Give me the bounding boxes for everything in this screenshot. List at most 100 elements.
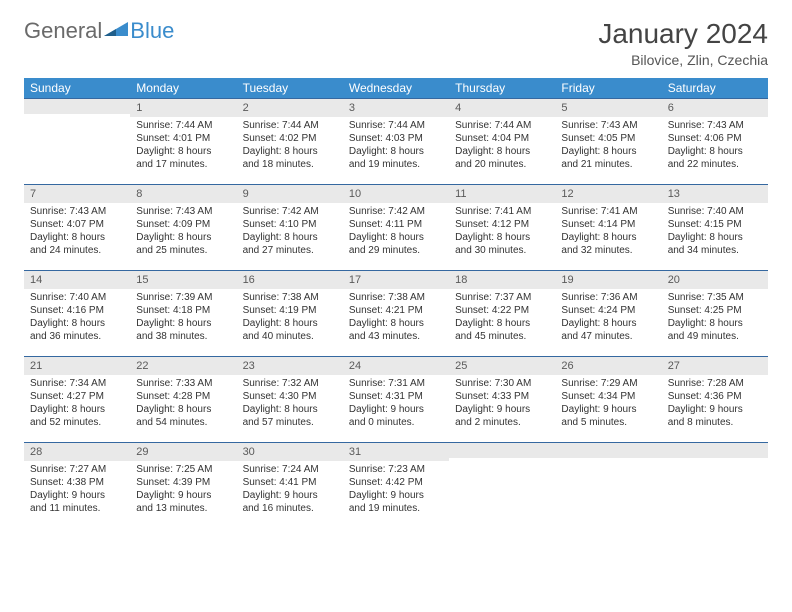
sunset-text: Sunset: 4:03 PM <box>349 132 443 145</box>
daylight-text: Daylight: 8 hours and 22 minutes. <box>668 145 762 171</box>
calendar-day-cell: 23Sunrise: 7:32 AMSunset: 4:30 PMDayligh… <box>237 356 343 442</box>
calendar-day-cell: 25Sunrise: 7:30 AMSunset: 4:33 PMDayligh… <box>449 356 555 442</box>
sunset-text: Sunset: 4:09 PM <box>136 218 230 231</box>
day-details: Sunrise: 7:43 AMSunset: 4:07 PMDaylight:… <box>24 203 130 263</box>
calendar-day-cell: 27Sunrise: 7:28 AMSunset: 4:36 PMDayligh… <box>662 356 768 442</box>
day-number <box>24 98 130 114</box>
daylight-text: Daylight: 8 hours and 38 minutes. <box>136 317 230 343</box>
calendar-day-cell: 7Sunrise: 7:43 AMSunset: 4:07 PMDaylight… <box>24 184 130 270</box>
calendar-day-cell <box>24 98 130 184</box>
calendar-day-cell <box>449 442 555 528</box>
sunrise-text: Sunrise: 7:44 AM <box>136 119 230 132</box>
sunrise-text: Sunrise: 7:38 AM <box>349 291 443 304</box>
day-details: Sunrise: 7:30 AMSunset: 4:33 PMDaylight:… <box>449 375 555 435</box>
calendar-day-cell: 19Sunrise: 7:36 AMSunset: 4:24 PMDayligh… <box>555 270 661 356</box>
logo-triangle-icon <box>104 18 130 44</box>
daylight-text: Daylight: 8 hours and 25 minutes. <box>136 231 230 257</box>
day-details: Sunrise: 7:43 AMSunset: 4:05 PMDaylight:… <box>555 117 661 177</box>
sunrise-text: Sunrise: 7:31 AM <box>349 377 443 390</box>
calendar-week-row: 14Sunrise: 7:40 AMSunset: 4:16 PMDayligh… <box>24 270 768 356</box>
sunset-text: Sunset: 4:16 PM <box>30 304 124 317</box>
daylight-text: Daylight: 8 hours and 34 minutes. <box>668 231 762 257</box>
day-details: Sunrise: 7:43 AMSunset: 4:09 PMDaylight:… <box>130 203 236 263</box>
day-number: 20 <box>662 270 768 289</box>
weekday-header: Thursday <box>449 78 555 98</box>
day-number: 17 <box>343 270 449 289</box>
calendar-day-cell: 29Sunrise: 7:25 AMSunset: 4:39 PMDayligh… <box>130 442 236 528</box>
weekday-header: Sunday <box>24 78 130 98</box>
sunset-text: Sunset: 4:01 PM <box>136 132 230 145</box>
sunset-text: Sunset: 4:04 PM <box>455 132 549 145</box>
calendar-day-cell: 15Sunrise: 7:39 AMSunset: 4:18 PMDayligh… <box>130 270 236 356</box>
day-details: Sunrise: 7:36 AMSunset: 4:24 PMDaylight:… <box>555 289 661 349</box>
day-number: 28 <box>24 442 130 461</box>
daylight-text: Daylight: 8 hours and 20 minutes. <box>455 145 549 171</box>
sunset-text: Sunset: 4:02 PM <box>243 132 337 145</box>
daylight-text: Daylight: 9 hours and 5 minutes. <box>561 403 655 429</box>
day-number: 29 <box>130 442 236 461</box>
day-details: Sunrise: 7:24 AMSunset: 4:41 PMDaylight:… <box>237 461 343 521</box>
calendar-week-row: 21Sunrise: 7:34 AMSunset: 4:27 PMDayligh… <box>24 356 768 442</box>
sunrise-text: Sunrise: 7:34 AM <box>30 377 124 390</box>
day-number: 2 <box>237 98 343 117</box>
day-details: Sunrise: 7:29 AMSunset: 4:34 PMDaylight:… <box>555 375 661 435</box>
sunrise-text: Sunrise: 7:42 AM <box>349 205 443 218</box>
sunrise-text: Sunrise: 7:43 AM <box>30 205 124 218</box>
day-number: 13 <box>662 184 768 203</box>
sunset-text: Sunset: 4:42 PM <box>349 476 443 489</box>
sunrise-text: Sunrise: 7:37 AM <box>455 291 549 304</box>
calendar-day-cell: 4Sunrise: 7:44 AMSunset: 4:04 PMDaylight… <box>449 98 555 184</box>
sunrise-text: Sunrise: 7:40 AM <box>668 205 762 218</box>
daylight-text: Daylight: 9 hours and 19 minutes. <box>349 489 443 515</box>
day-details: Sunrise: 7:28 AMSunset: 4:36 PMDaylight:… <box>662 375 768 435</box>
sunrise-text: Sunrise: 7:28 AM <box>668 377 762 390</box>
day-number: 25 <box>449 356 555 375</box>
sunset-text: Sunset: 4:27 PM <box>30 390 124 403</box>
sunrise-text: Sunrise: 7:44 AM <box>243 119 337 132</box>
calendar-week-row: 28Sunrise: 7:27 AMSunset: 4:38 PMDayligh… <box>24 442 768 528</box>
day-number <box>662 442 768 458</box>
sunrise-text: Sunrise: 7:33 AM <box>136 377 230 390</box>
calendar-day-cell: 1Sunrise: 7:44 AMSunset: 4:01 PMDaylight… <box>130 98 236 184</box>
day-number <box>449 442 555 458</box>
daylight-text: Daylight: 8 hours and 54 minutes. <box>136 403 230 429</box>
calendar-day-cell: 9Sunrise: 7:42 AMSunset: 4:10 PMDaylight… <box>237 184 343 270</box>
day-details: Sunrise: 7:44 AMSunset: 4:01 PMDaylight:… <box>130 117 236 177</box>
sunset-text: Sunset: 4:11 PM <box>349 218 443 231</box>
sunset-text: Sunset: 4:28 PM <box>136 390 230 403</box>
sunset-text: Sunset: 4:15 PM <box>668 218 762 231</box>
daylight-text: Daylight: 8 hours and 32 minutes. <box>561 231 655 257</box>
day-details: Sunrise: 7:25 AMSunset: 4:39 PMDaylight:… <box>130 461 236 521</box>
day-details: Sunrise: 7:32 AMSunset: 4:30 PMDaylight:… <box>237 375 343 435</box>
sunrise-text: Sunrise: 7:38 AM <box>243 291 337 304</box>
sunset-text: Sunset: 4:34 PM <box>561 390 655 403</box>
day-number: 9 <box>237 184 343 203</box>
sunset-text: Sunset: 4:21 PM <box>349 304 443 317</box>
day-details: Sunrise: 7:41 AMSunset: 4:14 PMDaylight:… <box>555 203 661 263</box>
weekday-header: Wednesday <box>343 78 449 98</box>
daylight-text: Daylight: 9 hours and 2 minutes. <box>455 403 549 429</box>
sunrise-text: Sunrise: 7:43 AM <box>561 119 655 132</box>
day-number <box>555 442 661 458</box>
sunset-text: Sunset: 4:36 PM <box>668 390 762 403</box>
sunset-text: Sunset: 4:24 PM <box>561 304 655 317</box>
calendar-day-cell: 30Sunrise: 7:24 AMSunset: 4:41 PMDayligh… <box>237 442 343 528</box>
calendar-day-cell: 11Sunrise: 7:41 AMSunset: 4:12 PMDayligh… <box>449 184 555 270</box>
day-number: 15 <box>130 270 236 289</box>
day-number: 27 <box>662 356 768 375</box>
day-number: 24 <box>343 356 449 375</box>
sunrise-text: Sunrise: 7:36 AM <box>561 291 655 304</box>
sunrise-text: Sunrise: 7:41 AM <box>561 205 655 218</box>
calendar-day-cell <box>662 442 768 528</box>
day-number: 3 <box>343 98 449 117</box>
calendar-day-cell <box>555 442 661 528</box>
day-details: Sunrise: 7:43 AMSunset: 4:06 PMDaylight:… <box>662 117 768 177</box>
daylight-text: Daylight: 8 hours and 21 minutes. <box>561 145 655 171</box>
daylight-text: Daylight: 8 hours and 36 minutes. <box>30 317 124 343</box>
day-number: 11 <box>449 184 555 203</box>
sunset-text: Sunset: 4:05 PM <box>561 132 655 145</box>
sunset-text: Sunset: 4:07 PM <box>30 218 124 231</box>
sunset-text: Sunset: 4:10 PM <box>243 218 337 231</box>
day-number: 10 <box>343 184 449 203</box>
day-number: 1 <box>130 98 236 117</box>
